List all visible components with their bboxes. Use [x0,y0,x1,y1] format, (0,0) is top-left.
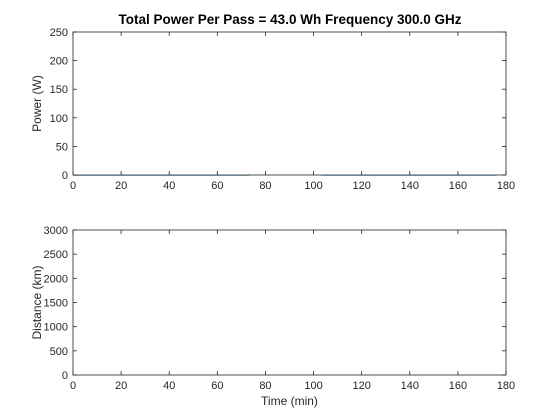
distance-axes-box [72,229,507,376]
power-x-tick-label: 180 [497,180,515,192]
distance-x-tick-label: 0 [70,380,76,392]
distance-x-tick-label: 120 [352,380,370,392]
distance-y-tick-label: 500 [50,346,68,358]
power-x-tick-label: 60 [211,180,223,192]
distance-x-tick-label: 20 [115,380,127,392]
distance-x-tick-label: 40 [163,380,175,392]
distance-plot: 0 20 40 60 80 100 120 140 160 180 0 500 1000 1500 2000… [30,225,515,408]
figure-title: Total Power Per Pass = 43.0 Wh Frequency… [118,12,461,27]
distance-y-tick-label: 2000 [44,273,68,285]
power-y-tick-label: 250 [50,27,68,39]
distance-y-tick-label: 2500 [44,249,68,261]
power-x-tick-label: 40 [163,180,175,192]
distance-x-tick-label: 160 [449,380,467,392]
power-y-tick-label: 50 [56,141,68,153]
distance-y-tick-label: 3000 [44,225,68,237]
distance-y-tick-label: 0 [62,370,68,382]
distance-y-axis-label: Distance (km) [30,265,44,339]
power-x-tick-label: 120 [352,180,370,192]
power-x-tick-label: 20 [115,180,127,192]
power-x-tick-label: 80 [259,180,271,192]
power-x-tick-label: 140 [401,180,419,192]
power-y-tick-label: 200 [50,56,68,68]
power-x-tick-label: 160 [449,180,467,192]
distance-x-tick-label: 80 [259,380,271,392]
distance-x-tick-label: 100 [304,380,322,392]
power-y-tick-label: 0 [62,170,68,182]
power-y-axis-label: Power (W) [30,75,44,132]
power-x-tick-label: 0 [70,180,76,192]
power-x-tick-label: 100 [304,180,322,192]
distance-x-axis-label: Time (min) [261,394,318,408]
power-y-tick-label: 100 [50,113,68,125]
power-plot: 0 20 40 60 80 100 120 140 160 180 0 50 100 150 200 250 P… [30,27,515,192]
distance-x-tick-label: 180 [497,380,515,392]
distance-y-tick-label: 1500 [44,298,68,310]
power-y-tick-label: 150 [50,84,68,96]
distance-x-tick-label: 140 [401,380,419,392]
power-axes-box [72,31,507,176]
distance-x-tick-label: 60 [211,380,223,392]
distance-y-tick-label: 1000 [44,322,68,334]
